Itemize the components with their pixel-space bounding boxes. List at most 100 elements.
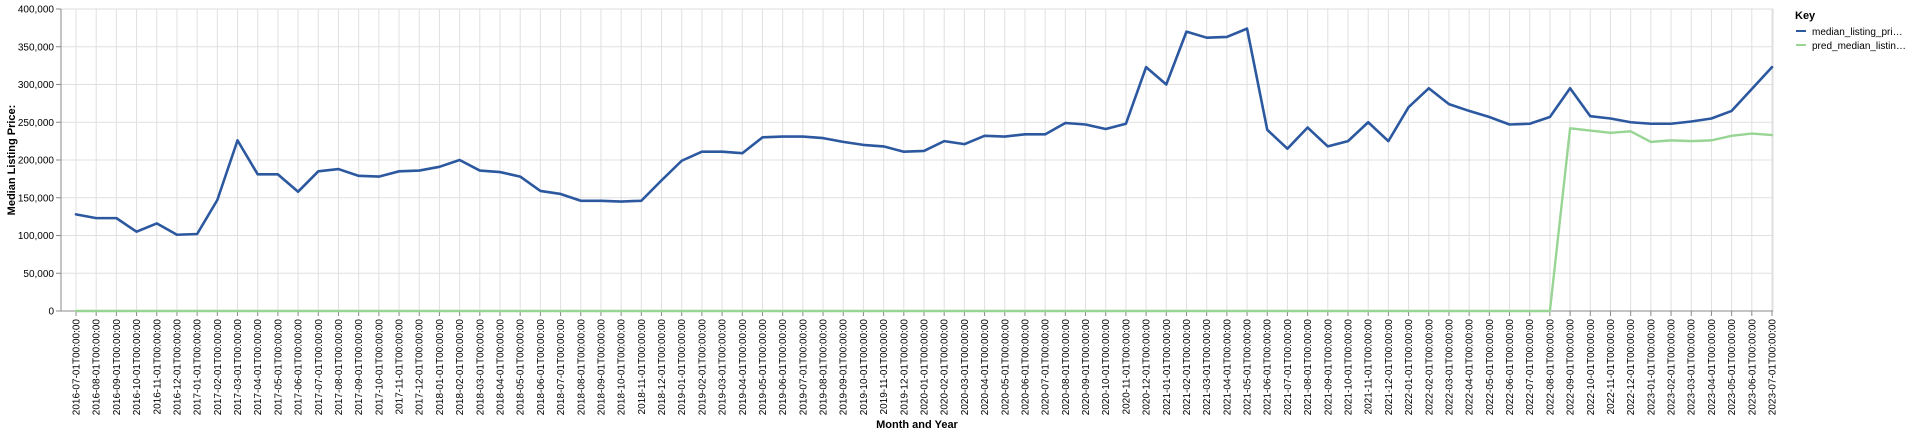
x-tick-label: 2021-10-01T00:00:00 xyxy=(1344,319,1355,416)
x-tick-label: 2017-05-01T00:00:00 xyxy=(273,319,284,416)
x-tick-label: 2022-01-01T00:00:00 xyxy=(1404,319,1415,416)
x-tick-label: 2021-05-01T00:00:00 xyxy=(1243,319,1254,416)
x-tick-label: 2017-01-01T00:00:00 xyxy=(193,319,204,416)
x-tick-label: 2018-05-01T00:00:00 xyxy=(516,319,527,416)
y-tick-label: 150,000 xyxy=(18,193,55,204)
x-tick-label: 2019-10-01T00:00:00 xyxy=(859,319,870,416)
x-tick-label: 2017-08-01T00:00:00 xyxy=(334,319,345,416)
y-tick-label: 0 xyxy=(48,307,54,318)
x-tick-label: 2020-02-01T00:00:00 xyxy=(940,319,951,416)
x-tick-label: 2022-12-01T00:00:00 xyxy=(1626,319,1637,416)
x-tick-label: 2021-11-01T00:00:00 xyxy=(1364,319,1375,415)
x-tick-label: 2020-09-01T00:00:00 xyxy=(1081,319,1092,416)
x-tick-label: 2022-11-01T00:00:00 xyxy=(1606,319,1617,415)
x-tick-label: 2020-01-01T00:00:00 xyxy=(920,319,931,416)
x-tick-label: 2022-10-01T00:00:00 xyxy=(1586,319,1597,416)
x-tick-label: 2016-07-01T00:00:00 xyxy=(72,319,83,416)
x-tick-label: 2021-04-01T00:00:00 xyxy=(1222,319,1233,416)
x-tick-label: 2021-03-01T00:00:00 xyxy=(1202,319,1213,416)
x-tick-label: 2023-06-01T00:00:00 xyxy=(1747,319,1758,416)
x-tick-label: 2018-08-01T00:00:00 xyxy=(576,319,587,416)
legend-title: Key xyxy=(1795,10,1816,22)
x-tick-label: 2019-09-01T00:00:00 xyxy=(839,319,850,416)
y-tick-label: 300,000 xyxy=(18,80,55,91)
x-tick-label: 2016-09-01T00:00:00 xyxy=(112,319,123,416)
x-tick-label: 2022-06-01T00:00:00 xyxy=(1505,319,1516,416)
series-line-1 xyxy=(74,127,1774,313)
x-tick-label: 2017-10-01T00:00:00 xyxy=(374,319,385,416)
x-tick-label: 2018-07-01T00:00:00 xyxy=(556,319,567,416)
y-tick-label: 250,000 xyxy=(18,118,55,129)
x-tick-label: 2023-03-01T00:00:00 xyxy=(1687,319,1698,416)
x-tick-label: 2020-11-01T00:00:00 xyxy=(1121,319,1132,415)
x-tick-label: 2018-12-01T00:00:00 xyxy=(657,319,668,416)
y-axis-title: Median Listing Price: xyxy=(6,105,18,216)
x-tick-label: 2020-07-01T00:00:00 xyxy=(1041,319,1052,416)
y-axis: 0 50,000 100,000 150,000 200,000 250,000 300,0… xyxy=(18,5,62,318)
x-tick-label: 2016-11-01T00:00:00 xyxy=(152,319,163,415)
x-tick-label: 2018-09-01T00:00:00 xyxy=(596,319,607,416)
x-tick-label: 2019-01-01T00:00:00 xyxy=(677,319,688,416)
x-tick-label: 2021-01-01T00:00:00 xyxy=(1162,319,1173,416)
x-tick-label: 2022-04-01T00:00:00 xyxy=(1465,319,1476,416)
x-tick-label: 2021-06-01T00:00:00 xyxy=(1263,319,1274,416)
x-tick-label: 2018-04-01T00:00:00 xyxy=(496,319,507,416)
x-tick-label: 2020-05-01T00:00:00 xyxy=(1000,319,1011,416)
x-tick-label: 2019-03-01T00:00:00 xyxy=(718,319,729,416)
x-axis: 2016-07-01T00:00:00 2016-08-01T00:00:00 20… xyxy=(61,310,1779,416)
x-tick-label: 2022-02-01T00:00:00 xyxy=(1424,319,1435,416)
x-tick-label: 2017-02-01T00:00:00 xyxy=(213,319,224,416)
x-tick-label: 2020-06-01T00:00:00 xyxy=(1020,319,1031,416)
x-tick-label: 2017-06-01T00:00:00 xyxy=(294,319,305,416)
x-tick-label: 2021-09-01T00:00:00 xyxy=(1323,319,1334,416)
x-tick-label: 2021-02-01T00:00:00 xyxy=(1182,319,1193,416)
y-tick-label: 100,000 xyxy=(18,231,55,242)
x-tick-label: 2017-07-01T00:00:00 xyxy=(314,319,325,416)
x-tick-label: 2019-06-01T00:00:00 xyxy=(778,319,789,416)
x-tick-label: 2019-04-01T00:00:00 xyxy=(738,319,749,416)
x-tick-label: 2019-02-01T00:00:00 xyxy=(697,319,708,416)
x-tick-label: 2018-10-01T00:00:00 xyxy=(617,319,628,416)
x-tick-label: 2022-03-01T00:00:00 xyxy=(1444,319,1455,416)
x-tick-label: 2021-08-01T00:00:00 xyxy=(1303,319,1314,416)
x-tick-label: 2023-02-01T00:00:00 xyxy=(1667,319,1678,416)
x-tick-label: 2019-05-01T00:00:00 xyxy=(758,319,769,416)
x-tick-label: 2023-04-01T00:00:00 xyxy=(1707,319,1718,416)
x-tick-label: 2022-08-01T00:00:00 xyxy=(1545,319,1556,416)
x-axis-title: Month and Year xyxy=(876,419,958,431)
x-tick-label: 2022-09-01T00:00:00 xyxy=(1566,319,1577,416)
y-tick-label: 200,000 xyxy=(18,156,55,167)
x-tick-label: 2016-10-01T00:00:00 xyxy=(132,319,143,416)
y-tick-label: 50,000 xyxy=(23,269,54,280)
x-tick-label: 2020-08-01T00:00:00 xyxy=(1061,319,1072,416)
x-tick-label: 2018-06-01T00:00:00 xyxy=(536,319,547,416)
y-tick-label: 350,000 xyxy=(18,42,55,53)
y-tick-label: 400,000 xyxy=(18,5,55,16)
x-tick-label: 2018-01-01T00:00:00 xyxy=(435,319,446,416)
x-tick-label: 2017-12-01T00:00:00 xyxy=(415,319,426,416)
legend: Key median_listing_pri… pred_median_list… xyxy=(1795,10,1906,52)
x-tick-label: 2019-08-01T00:00:00 xyxy=(819,319,830,416)
x-tick-label: 2017-09-01T00:00:00 xyxy=(354,319,365,416)
x-tick-label: 2019-11-01T00:00:00 xyxy=(879,319,890,415)
x-tick-label: 2023-07-01T00:00:00 xyxy=(1768,319,1779,416)
x-tick-label: 2019-12-01T00:00:00 xyxy=(899,319,910,416)
x-tick-label: 2018-03-01T00:00:00 xyxy=(475,319,486,416)
x-tick-label: 2019-07-01T00:00:00 xyxy=(798,319,809,416)
x-tick-label: 2020-03-01T00:00:00 xyxy=(960,319,971,416)
series-line-0 xyxy=(74,27,1774,237)
x-tick-label: 2017-03-01T00:00:00 xyxy=(233,319,244,416)
x-tick-label: 2023-01-01T00:00:00 xyxy=(1646,319,1657,416)
x-tick-label: 2020-12-01T00:00:00 xyxy=(1142,319,1153,416)
x-tick-label: 2016-12-01T00:00:00 xyxy=(172,319,183,416)
x-tick-label: 2020-04-01T00:00:00 xyxy=(980,319,991,416)
x-tick-label: 2017-04-01T00:00:00 xyxy=(253,319,264,416)
x-tick-label: 2022-07-01T00:00:00 xyxy=(1525,319,1536,416)
x-tick-label: 2017-11-01T00:00:00 xyxy=(395,319,406,415)
series-lines xyxy=(74,27,1774,313)
x-tick-label: 2021-12-01T00:00:00 xyxy=(1384,319,1395,416)
x-tick-label: 2020-10-01T00:00:00 xyxy=(1101,319,1112,416)
x-tick-label: 2023-05-01T00:00:00 xyxy=(1727,319,1738,416)
x-tick-label: 2016-08-01T00:00:00 xyxy=(92,319,103,416)
